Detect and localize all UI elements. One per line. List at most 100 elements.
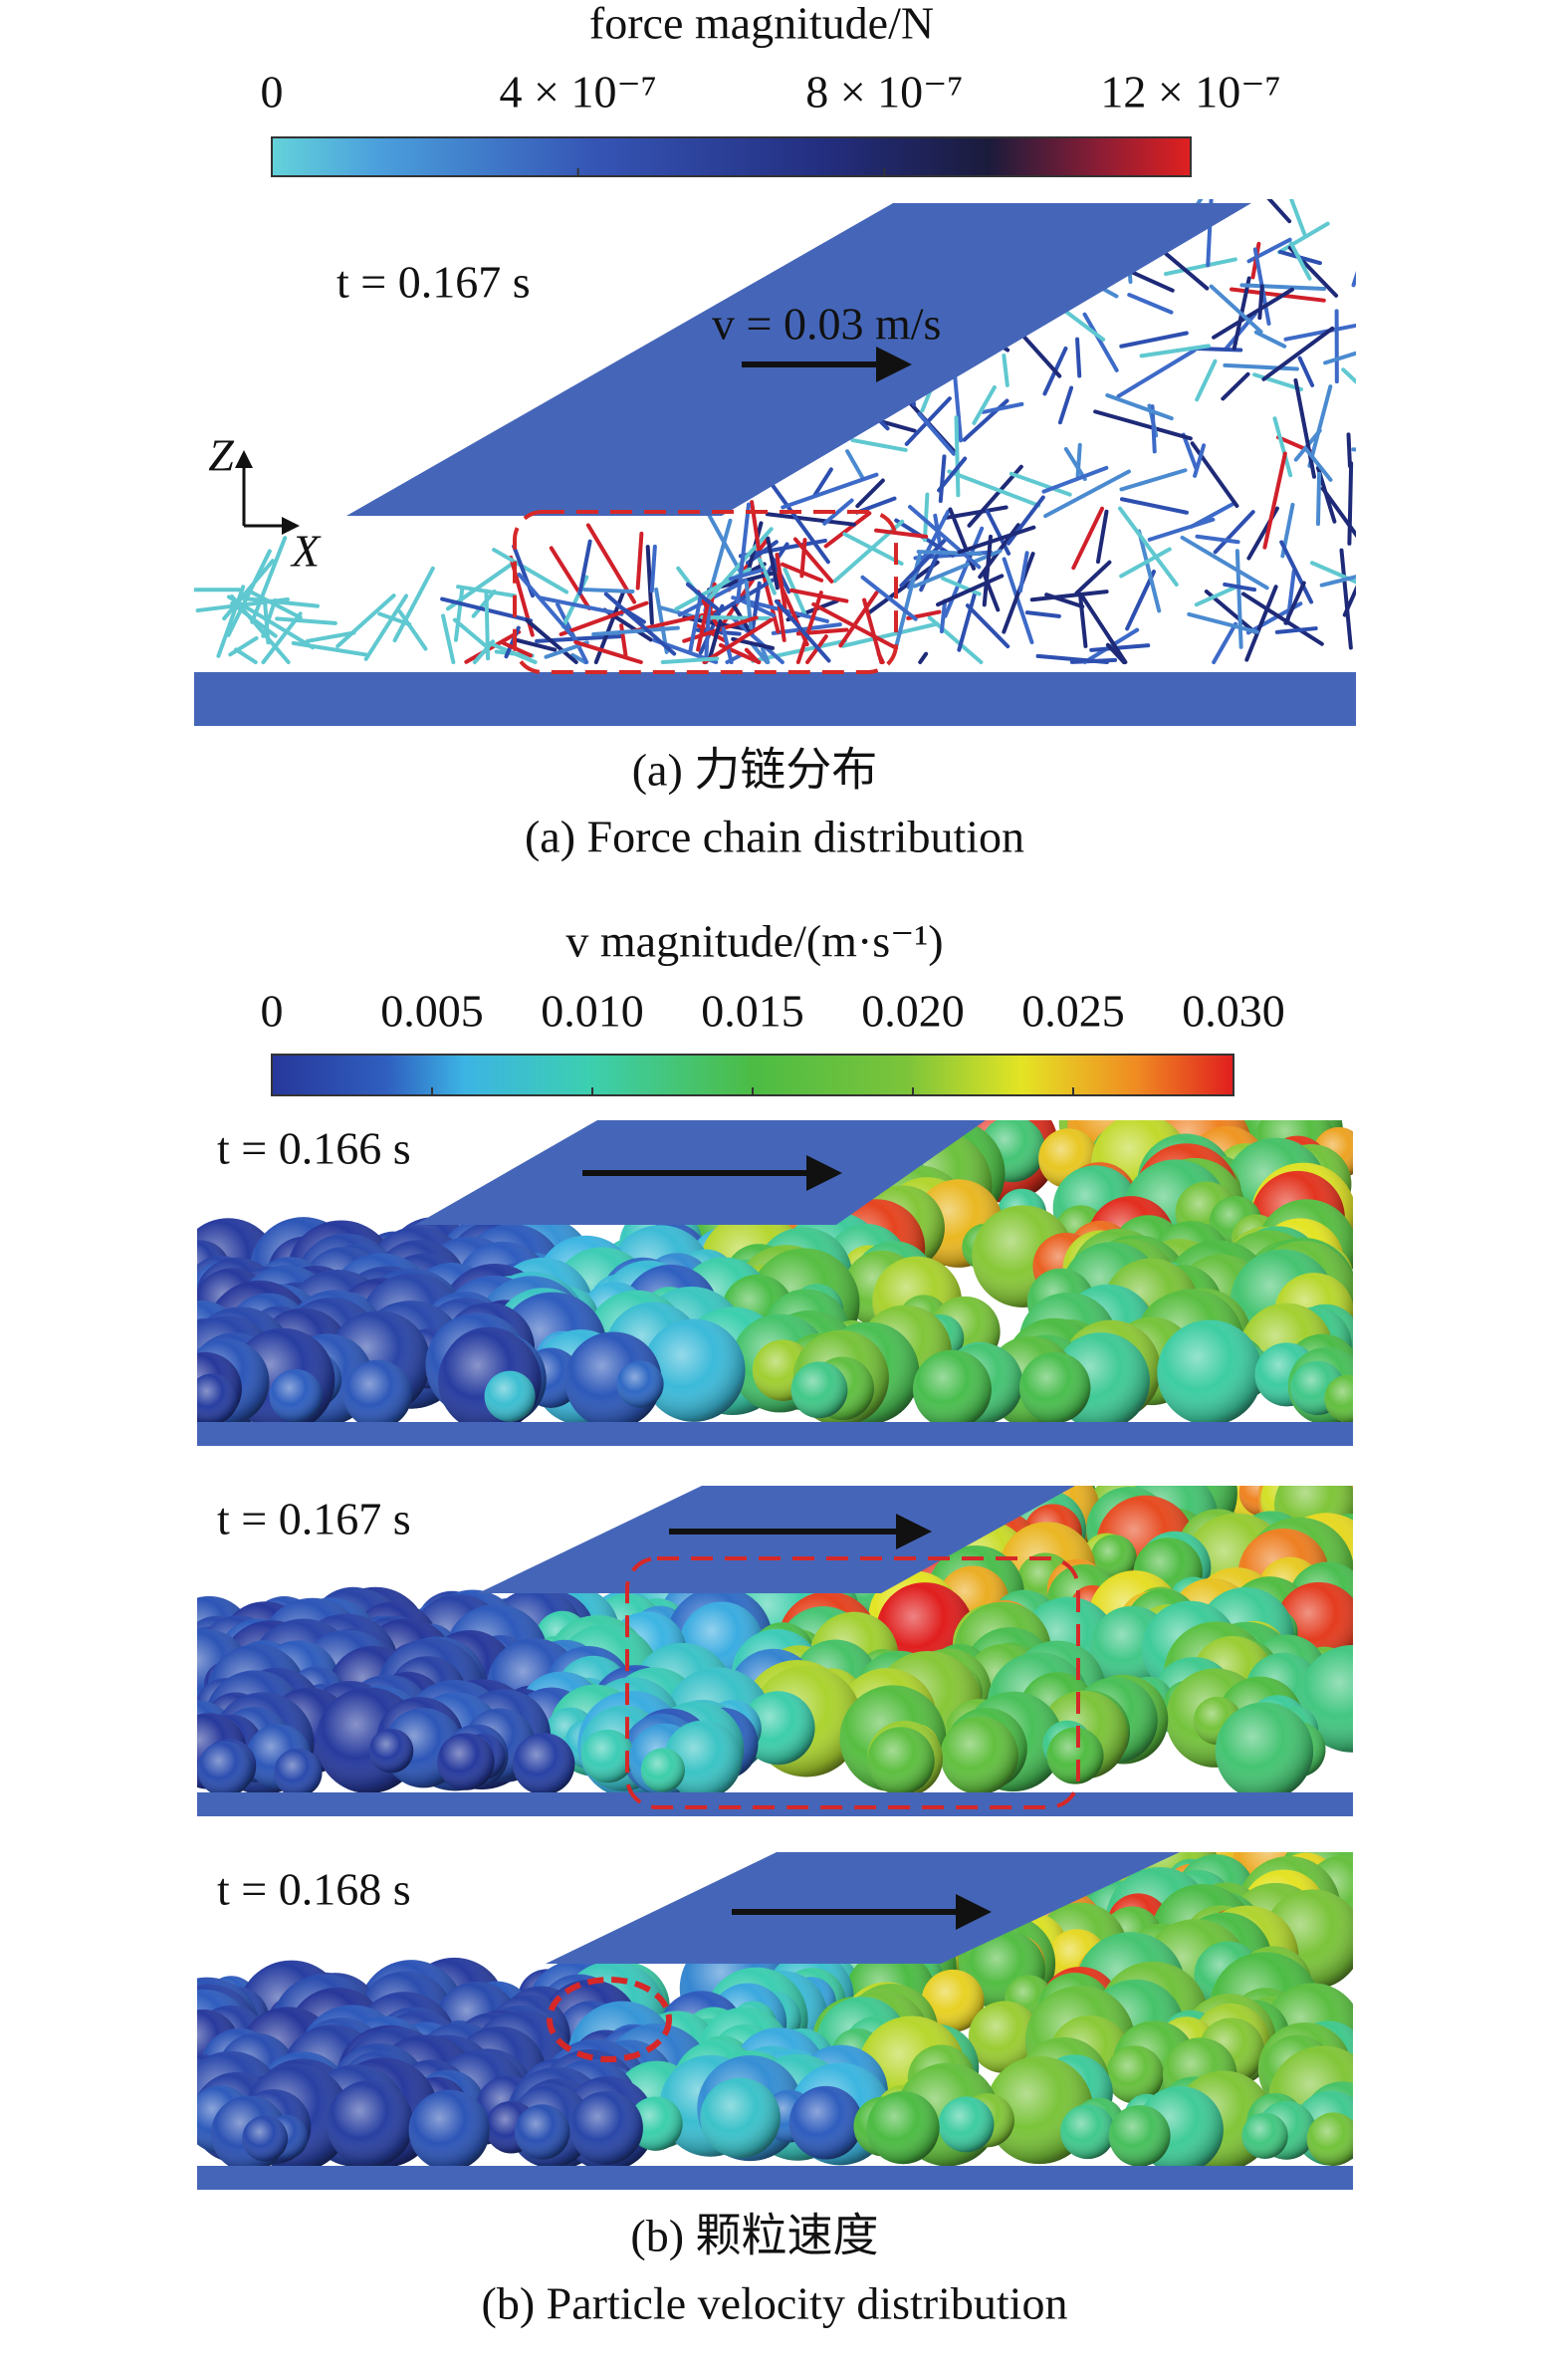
force-chain [965, 603, 1010, 649]
force-chain [860, 575, 918, 621]
force-chain [1315, 471, 1322, 527]
particle-shade [1108, 2104, 1171, 2166]
particle-shade [616, 1360, 664, 1408]
force-chain [769, 481, 830, 565]
particle-shade [1105, 2045, 1164, 2104]
force-chain [750, 642, 770, 664]
force-chain [512, 637, 558, 652]
force-chain [1266, 199, 1292, 224]
force-chain [305, 630, 356, 643]
particle-shade [408, 2089, 490, 2166]
force-chain [619, 623, 628, 657]
force-chain [397, 609, 428, 651]
force-chain [899, 539, 947, 589]
particle-shade [940, 1716, 1018, 1792]
force-chain [917, 411, 956, 456]
force-chain [700, 614, 771, 621]
particle-shade [968, 2001, 1041, 2073]
force-chain [263, 599, 271, 645]
force-chain [1234, 549, 1243, 649]
particle-frames: t = 0.166 s t = 0.167 s t = 0.168 s [197, 1120, 1353, 2190]
colorbar-tick-label: 0.030 [1182, 986, 1285, 1037]
colorbar-tick-label: 0 [261, 986, 284, 1037]
particle-shade [327, 2080, 414, 2166]
force-chain [1288, 199, 1307, 236]
particle-shade [790, 1361, 848, 1419]
force-chain [1252, 372, 1304, 391]
force-chain [981, 401, 1024, 414]
force-chain [1044, 592, 1085, 609]
force-chain [1190, 441, 1239, 509]
force-chain [1075, 442, 1082, 478]
top-plate [346, 203, 1251, 516]
force-chain [1105, 392, 1174, 421]
force-chain [850, 438, 908, 452]
force-chain [452, 617, 489, 649]
force-chain [1346, 432, 1352, 469]
force-chain [581, 588, 635, 593]
force-chain [781, 472, 879, 510]
force-chain [1063, 446, 1087, 482]
force-chain [291, 640, 370, 657]
force-chain [707, 619, 723, 662]
force-chain [234, 647, 258, 664]
force-chain [1041, 465, 1109, 494]
force-chain [1288, 241, 1312, 281]
particle-shade [700, 2077, 781, 2159]
force-chain [845, 449, 865, 480]
time-label: t = 0.166 s [217, 1123, 411, 1174]
particle-shade [912, 1349, 992, 1422]
force-chain [822, 498, 854, 526]
force-chain [525, 618, 578, 664]
force-chain [1029, 590, 1109, 602]
force-chain [1089, 643, 1151, 652]
particle-shade [788, 2085, 863, 2160]
particle-shade [642, 1318, 746, 1422]
force-chain [702, 617, 774, 664]
force-chain [866, 560, 940, 615]
force-chain [957, 592, 978, 652]
force-chain [1339, 548, 1353, 650]
force-chain [538, 595, 624, 616]
force-chain [757, 557, 777, 595]
force-chain [1180, 535, 1269, 591]
force-chain [1079, 593, 1128, 664]
force-chain [250, 536, 288, 624]
force-chain [1323, 351, 1356, 365]
force-chain [862, 597, 884, 664]
force-chain [811, 601, 899, 650]
force-chain [1074, 560, 1112, 595]
force-chain [982, 572, 1001, 612]
force-chain [750, 500, 761, 551]
colorbar-tick-label: 4 × 10⁻⁷ [500, 67, 657, 118]
force-chain [261, 611, 303, 664]
force-chain [216, 585, 246, 658]
force-chain [1035, 653, 1109, 664]
force-chain [573, 639, 643, 664]
force-chain [696, 598, 711, 652]
force-chain [1147, 517, 1216, 542]
particle-shade [368, 1728, 414, 1774]
force-chain [792, 537, 834, 584]
base-plate [197, 1792, 1353, 1816]
particle-shade [866, 2091, 940, 2165]
particle-shade [866, 1727, 935, 1792]
colorbar-tick-label: 12 × 10⁻⁷ [1100, 67, 1280, 118]
force-chain [1193, 443, 1207, 478]
force-chain [840, 621, 940, 648]
caption-zh: (b) 颗粒速度 [630, 2211, 878, 2261]
force-chain [1221, 371, 1250, 401]
base-plate [197, 2166, 1353, 2190]
particle-shade [513, 1733, 575, 1792]
force-chain [1272, 416, 1293, 478]
force-chain [957, 525, 1036, 555]
force-chain [1006, 495, 1045, 546]
force-chain [1279, 540, 1314, 604]
force-chain [1319, 575, 1356, 588]
force-chain [660, 656, 720, 664]
colorbar [271, 136, 1192, 177]
force-chain [985, 509, 1011, 556]
highlight-box [513, 510, 898, 674]
force-chain [774, 598, 831, 663]
force-chain [1139, 344, 1211, 358]
